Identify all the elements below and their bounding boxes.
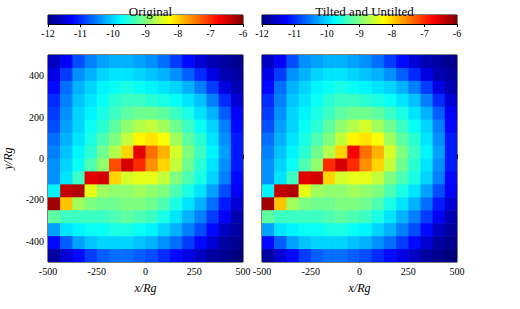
svg-text:-10: -10 (106, 28, 119, 39)
svg-text:-200: -200 (26, 194, 44, 205)
svg-text:y/Rg: y/Rg (1, 148, 15, 171)
svg-text:Tilted and Untilted: Tilted and Untilted (315, 4, 414, 19)
svg-text:-6: -6 (453, 28, 461, 39)
svg-text:250: 250 (401, 266, 416, 277)
svg-text:250: 250 (187, 266, 202, 277)
svg-text:-8: -8 (388, 28, 396, 39)
svg-text:x/Rg: x/Rg (134, 281, 157, 295)
svg-text:-6: -6 (239, 28, 247, 39)
svg-text:-8: -8 (174, 28, 182, 39)
svg-text:x/Rg: x/Rg (348, 281, 371, 295)
svg-text:-11: -11 (74, 28, 87, 39)
svg-text:500: 500 (450, 266, 465, 277)
svg-text:400: 400 (29, 70, 44, 81)
svg-text:-9: -9 (141, 28, 149, 39)
svg-text:-12: -12 (255, 28, 268, 39)
svg-text:0: 0 (39, 153, 44, 164)
svg-text:-10: -10 (320, 28, 333, 39)
svg-text:0: 0 (357, 266, 362, 277)
svg-text:-250: -250 (88, 266, 106, 277)
svg-text:-12: -12 (41, 28, 54, 39)
svg-text:-11: -11 (288, 28, 301, 39)
svg-text:0: 0 (143, 266, 148, 277)
svg-text:-400: -400 (26, 236, 44, 247)
svg-text:500: 500 (236, 266, 251, 277)
svg-text:-9: -9 (355, 28, 363, 39)
svg-text:-250: -250 (302, 266, 320, 277)
svg-text:200: 200 (29, 112, 44, 123)
svg-text:-500: -500 (253, 266, 271, 277)
svg-text:-500: -500 (39, 266, 57, 277)
svg-text:-7: -7 (206, 28, 214, 39)
svg-text:Original: Original (129, 4, 173, 19)
svg-text:-7: -7 (420, 28, 428, 39)
